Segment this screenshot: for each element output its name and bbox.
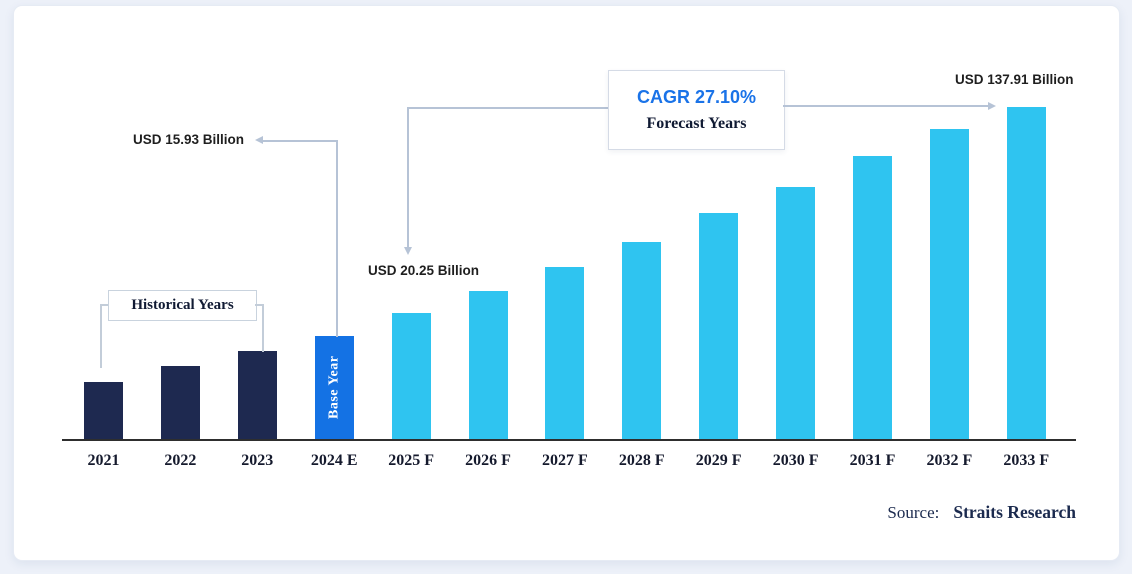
x-label-2031-f: 2031 F [849, 452, 896, 469]
x-label-2029-f: 2029 F [695, 452, 742, 469]
source-name: Straits Research [953, 502, 1076, 522]
arrowhead-right-icon [988, 101, 996, 110]
cagr-value: CAGR 27.10% [636, 87, 757, 107]
connector-cagr-to-2033 [783, 105, 989, 107]
forecast-years-label: Forecast Years [646, 115, 747, 132]
historical-years-box: Historical Years [108, 290, 257, 321]
bar-2024-e: Base Year [314, 336, 354, 439]
bracket-right-vertical [262, 304, 264, 352]
x-label-2032-f: 2032 F [926, 452, 973, 469]
x-label-2022: 2022 [164, 452, 197, 469]
bar-2029-f [699, 213, 739, 439]
bar-2026-f [468, 291, 508, 439]
x-axis-line [62, 439, 1076, 441]
bracket-left-horizontal [100, 304, 108, 306]
connector-forecast-vertical [407, 107, 409, 248]
bar-2033-f [1006, 107, 1046, 439]
x-label-2025-f: 2025 F [388, 452, 434, 469]
cagr-forecast-box: CAGR 27.10% Forecast Years [608, 70, 785, 150]
bar-2028-f [622, 242, 662, 439]
x-label-2026-f: 2026 F [465, 452, 511, 469]
x-label-2027-f: 2027 F [542, 452, 588, 469]
x-label-2028-f: 2028 F [618, 452, 665, 469]
historical-years-label: Historical Years [131, 297, 234, 313]
x-label-2033-f: 2033 F [1003, 452, 1050, 469]
source-prefix: Source: [887, 503, 940, 522]
bar-2030-f [776, 187, 816, 439]
annotation-first-forecast-value: USD 20.25 Billion [368, 263, 480, 278]
bracket-right-horizontal [255, 304, 263, 306]
x-label-2024-e: 2024 E [310, 452, 358, 469]
bracket-left-vertical [100, 304, 102, 368]
bar-2023 [237, 351, 277, 439]
annotation-base-year-value: USD 15.93 Billion [133, 132, 245, 147]
bar-2021 [84, 382, 123, 439]
bar-2025-f [391, 313, 431, 439]
connector-base-year-vertical [336, 140, 338, 337]
source-row: Source: Straits Research [887, 502, 1076, 523]
arrowhead-left-icon [255, 136, 263, 144]
connector-base-year-horizontal [262, 140, 337, 142]
annotation-last-forecast-value: USD 137.91 Billion [955, 72, 1074, 87]
base-year-bar-label: Base Year [326, 355, 342, 420]
x-label-2030-f: 2030 F [772, 452, 819, 469]
bar-2032-f [929, 129, 969, 439]
bar-2027-f [545, 267, 585, 439]
bar-2031-f [853, 156, 892, 439]
x-label-2021: 2021 [87, 452, 120, 469]
bar-2022 [160, 366, 200, 439]
connector-forecast-horizontal [407, 107, 608, 109]
arrowhead-down-icon [403, 247, 412, 255]
x-label-2023: 2023 [241, 452, 274, 469]
